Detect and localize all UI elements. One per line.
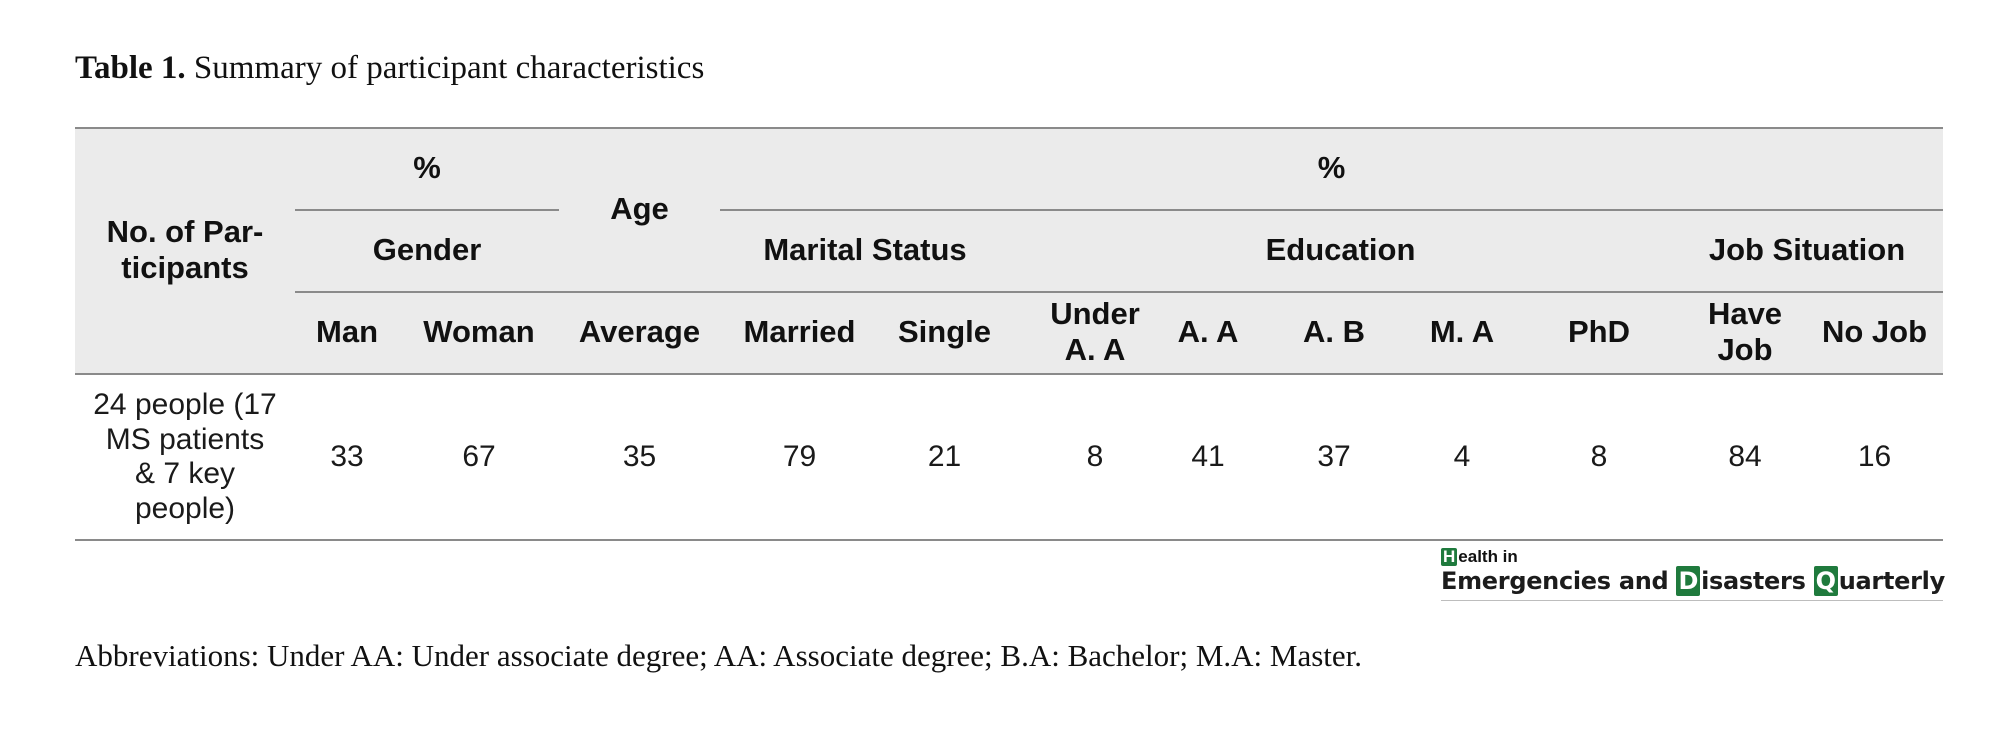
cell-woman: 67 (462, 439, 496, 473)
cell-no-job: 16 (1857, 439, 1892, 473)
col-header-married: Married (743, 314, 856, 350)
cell-single: 21 (927, 439, 962, 473)
col-header-man: Man (316, 314, 378, 350)
table-caption: Table 1. Summary of participant characte… (75, 50, 704, 87)
table-top-rule (75, 127, 1943, 129)
col-header-ab: A. B (1303, 314, 1365, 350)
col-header-aa: A. A (1177, 314, 1239, 350)
col-header-average: Average (578, 314, 701, 350)
col-header-phd: PhD (1568, 314, 1630, 350)
header-percent-left: % (413, 150, 441, 186)
logo-top-text: ealth in (1458, 547, 1518, 566)
header-education: Education (1265, 232, 1416, 268)
col-header-no-job: No Job (1821, 314, 1928, 350)
header-bottom-rule (75, 373, 1943, 375)
cell-phd: 8 (1590, 439, 1608, 473)
logo-h-mark: H (1441, 547, 1458, 566)
cell-ma: 4 (1453, 439, 1471, 473)
logo-d-mark: D (1676, 566, 1701, 596)
logo-underline (1441, 600, 1943, 601)
logo-word-disasters: isasters (1701, 567, 1806, 595)
abbreviations-note: Abbreviations: Under AA: Under associate… (75, 638, 1363, 673)
cell-under-aa: 8 (1086, 439, 1104, 473)
table-bottom-rule (75, 539, 1943, 541)
logo-q-mark: Q (1813, 566, 1838, 596)
header-marital-status: Marital Status (763, 232, 967, 268)
col-header-under-aa: Under A. A (1050, 296, 1140, 367)
header-age: Age (610, 191, 669, 227)
cell-participants: 24 people (17 MS patients & 7 key people… (93, 388, 277, 525)
participant-table: No. of Par-ticipants % Age % Gender Mari… (75, 127, 1943, 541)
col-header-ma: M. A (1429, 314, 1495, 350)
header-participants: No. of Par-ticipants (106, 214, 264, 285)
table-caption-text: Summary of participant characteristics (193, 50, 705, 86)
logo-word-emergencies: Emergencies and (1441, 567, 1669, 595)
header-percent-right: % (1317, 150, 1346, 186)
cell-ab: 37 (1317, 439, 1351, 473)
cell-average: 35 (622, 439, 657, 473)
table-caption-label: Table 1. (75, 50, 186, 86)
cell-have-job: 84 (1728, 439, 1762, 473)
col-header-have-job: Have Job (1707, 296, 1783, 367)
header-gender: Gender (372, 232, 482, 268)
cell-aa: 41 (1191, 439, 1225, 473)
col-header-single: Single (897, 314, 991, 350)
header-rule-left (295, 209, 559, 211)
cell-man: 33 (330, 439, 364, 473)
header-job-situation: Job Situation (1708, 232, 1906, 268)
cell-married: 79 (782, 439, 817, 473)
col-header-woman: Woman (423, 314, 535, 350)
table-header-background (75, 127, 1943, 373)
header-rule-sub (295, 291, 1943, 293)
header-rule-right (720, 209, 1943, 211)
logo-word-quarterly: uarterly (1838, 567, 1945, 595)
